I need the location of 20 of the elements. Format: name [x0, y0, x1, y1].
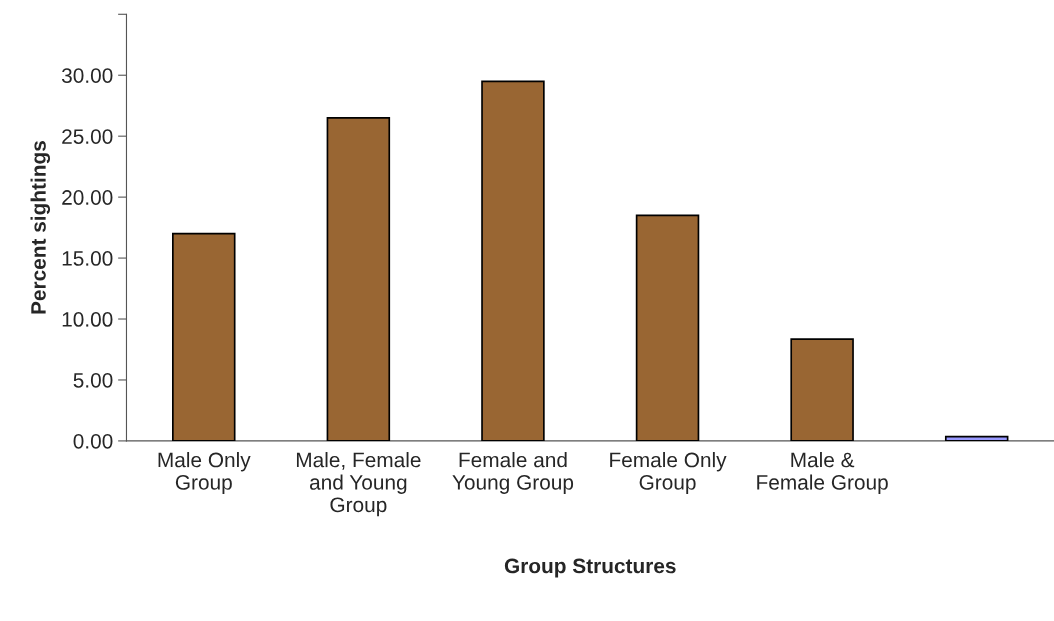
y-tick-label: 5.00: [73, 372, 113, 388]
bar: [635, 214, 700, 441]
y-axis-title: Percent sightings: [30, 141, 51, 314]
y-tick-label: 20.00: [62, 190, 113, 205]
x-tick-label: Male & Female Group: [757, 452, 888, 494]
bar: [172, 232, 236, 441]
x-tick-label: Male, Female and Young Group: [296, 452, 421, 517]
y-tick-label: 25.00: [62, 129, 113, 144]
x-axis-title: Group Structures: [504, 558, 676, 578]
x-tick-label: Male Only Group: [158, 452, 251, 494]
bar: [481, 80, 545, 441]
x-tick-label: Female Only Group: [610, 452, 727, 494]
y-tick-label: 15.00: [62, 251, 113, 266]
bar: [790, 338, 854, 441]
bar: [326, 117, 391, 441]
y-tick-label: 0.00: [73, 433, 113, 449]
y-tick-label: 30.00: [61, 68, 113, 83]
y-tick-label: 10.00: [62, 312, 113, 327]
x-tick-label: Female and Young Group: [452, 452, 574, 494]
bar: [944, 435, 1009, 441]
